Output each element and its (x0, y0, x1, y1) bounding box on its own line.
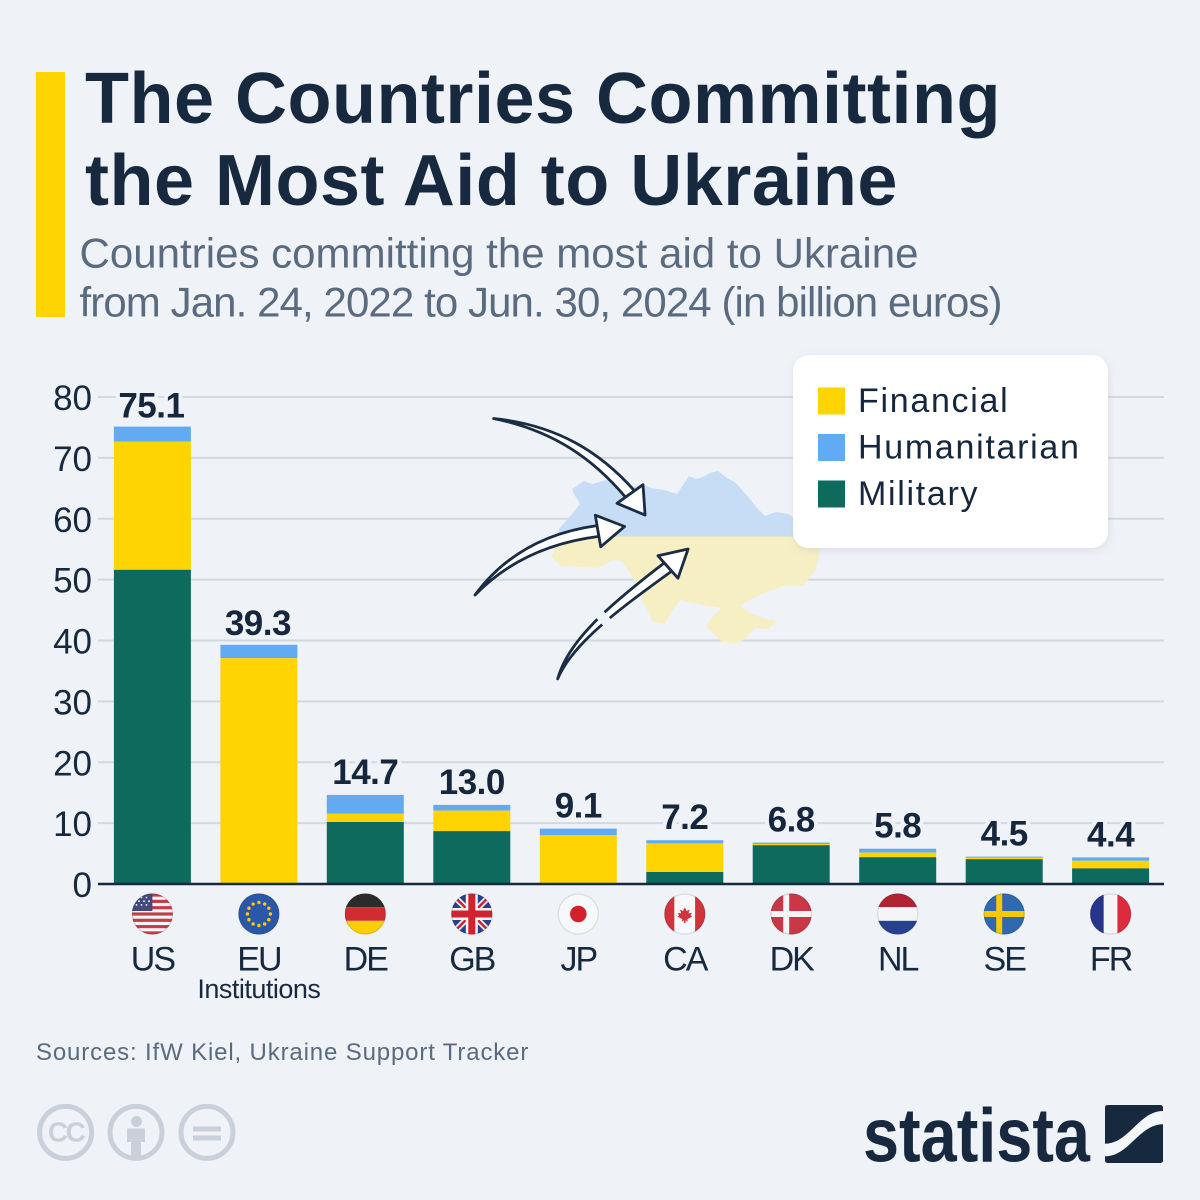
svg-text:10: 10 (53, 805, 92, 844)
svg-text:GB: GB (449, 941, 494, 979)
svg-text:US: US (131, 941, 176, 979)
svg-text:NL: NL (878, 941, 919, 979)
svg-text:13.0: 13.0 (439, 763, 505, 802)
svg-text:Institutions: Institutions (197, 974, 320, 1004)
svg-text:30: 30 (53, 683, 92, 722)
svg-text:Humanitarian: Humanitarian (858, 428, 1081, 466)
svg-text:14.7: 14.7 (332, 753, 398, 792)
svg-text:40: 40 (53, 623, 92, 662)
svg-text:4.4: 4.4 (1087, 815, 1135, 854)
svg-text:Financial: Financial (858, 382, 1009, 420)
svg-text:Military: Military (858, 475, 979, 513)
svg-text:CA: CA (663, 941, 709, 979)
svg-text:6.8: 6.8 (768, 801, 815, 840)
svg-text:EU: EU (237, 941, 280, 979)
svg-text:9.1: 9.1 (555, 787, 602, 826)
svg-text:DE: DE (344, 941, 389, 979)
svg-text:4.5: 4.5 (981, 815, 1028, 854)
svg-text:from Jan. 24, 2022 to Jun. 30,: from Jan. 24, 2022 to Jun. 30, 2024 (in … (80, 278, 1003, 325)
svg-text:SE: SE (984, 941, 1027, 979)
svg-text:75.1: 75.1 (118, 387, 184, 426)
svg-text:80: 80 (53, 379, 92, 418)
svg-text:5.8: 5.8 (874, 807, 921, 846)
svg-text:DK: DK (770, 941, 816, 979)
svg-text:70: 70 (53, 440, 92, 479)
svg-text:JP: JP (560, 941, 596, 979)
svg-text:20: 20 (53, 744, 92, 783)
svg-text:CC: CC (48, 1117, 86, 1148)
svg-text:50: 50 (53, 562, 92, 601)
svg-text:7.2: 7.2 (661, 798, 708, 837)
svg-text:60: 60 (53, 501, 92, 540)
svg-text:39.3: 39.3 (225, 604, 291, 643)
svg-text:Countries committing the most: Countries committing the most aid to Ukr… (80, 230, 919, 277)
svg-text:FR: FR (1090, 941, 1132, 979)
svg-text:0: 0 (73, 866, 92, 905)
svg-text:statista: statista (863, 1094, 1091, 1179)
